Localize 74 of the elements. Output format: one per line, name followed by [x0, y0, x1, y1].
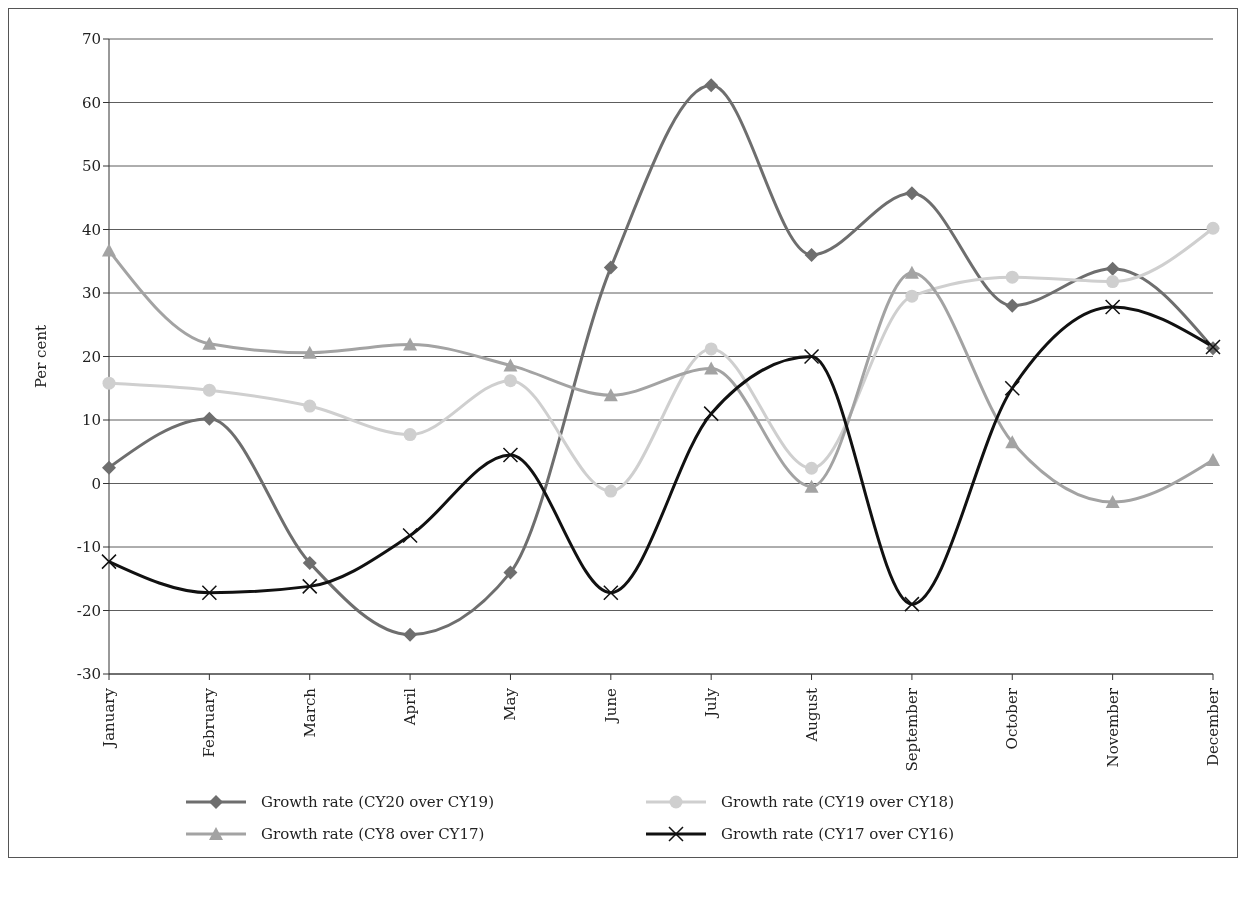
point [503, 358, 518, 372]
point [803, 348, 820, 365]
point [102, 243, 116, 257]
point [703, 405, 719, 422]
point [1206, 221, 1220, 235]
x-tick-label: December [1204, 687, 1222, 767]
point [302, 555, 317, 570]
point [704, 342, 718, 356]
point [1005, 270, 1019, 284]
legend-label: Growth rate (CY19 over CY18) [721, 793, 954, 811]
point [502, 447, 519, 463]
point [603, 584, 619, 601]
point [403, 337, 418, 351]
point [503, 565, 518, 580]
point [1005, 298, 1020, 313]
point [303, 399, 317, 413]
point [604, 484, 618, 498]
point [1106, 275, 1120, 289]
point [102, 376, 116, 390]
point [805, 461, 819, 475]
y-tick-label: 30 [81, 284, 101, 303]
y-tick-label: 70 [81, 30, 101, 49]
x-tick-label: February [200, 687, 219, 758]
y-tick-label: 40 [81, 220, 101, 239]
point [301, 578, 318, 595]
y-axis-title: Per cent [32, 324, 51, 389]
x-tick-label: June [601, 687, 620, 725]
x-tick-label: November [1103, 687, 1122, 768]
point [403, 627, 418, 642]
point [202, 411, 217, 426]
y-tick-label: 0 [91, 474, 101, 493]
y-tick-label: 10 [81, 411, 101, 430]
point [1104, 299, 1121, 315]
legend-label: Growth rate (CY8 over CY17) [261, 825, 485, 843]
point [905, 289, 919, 303]
y-tick-label: -20 [76, 601, 101, 620]
point [603, 260, 618, 275]
point [704, 78, 719, 93]
point [403, 428, 417, 442]
point [201, 584, 218, 601]
legend-label: Growth rate (CY17 over CY16) [721, 825, 954, 843]
point [904, 596, 920, 612]
y-tick-label: -30 [76, 665, 101, 684]
x-tick-label: October [1003, 687, 1022, 750]
x-tick-label: March [300, 687, 319, 738]
x-tick-label: May [501, 687, 520, 721]
point [402, 527, 418, 544]
point [804, 479, 819, 493]
y-tick-label: -10 [76, 538, 101, 557]
x-tick-label: April [401, 687, 420, 727]
y-tick-label: 20 [81, 347, 101, 366]
point [102, 460, 116, 475]
point [1206, 453, 1220, 467]
point [1105, 261, 1120, 276]
x-tick-label: August [802, 688, 821, 743]
x-tick-label: September [902, 687, 921, 772]
point [804, 247, 819, 262]
legend-label: Growth rate (CY20 over CY19) [261, 793, 494, 811]
point [302, 345, 317, 359]
point [202, 336, 217, 350]
point [202, 383, 216, 397]
point [1004, 380, 1021, 396]
point [603, 388, 618, 402]
point [904, 186, 919, 201]
x-tick-label: January [100, 687, 118, 749]
point [704, 361, 719, 375]
point [904, 265, 919, 279]
point [101, 553, 117, 570]
y-tick-label: 60 [81, 93, 101, 112]
point [1105, 494, 1120, 508]
point [1005, 435, 1020, 449]
x-tick-label: July [702, 687, 721, 719]
y-tick-label: 50 [81, 157, 101, 176]
point [503, 374, 517, 388]
